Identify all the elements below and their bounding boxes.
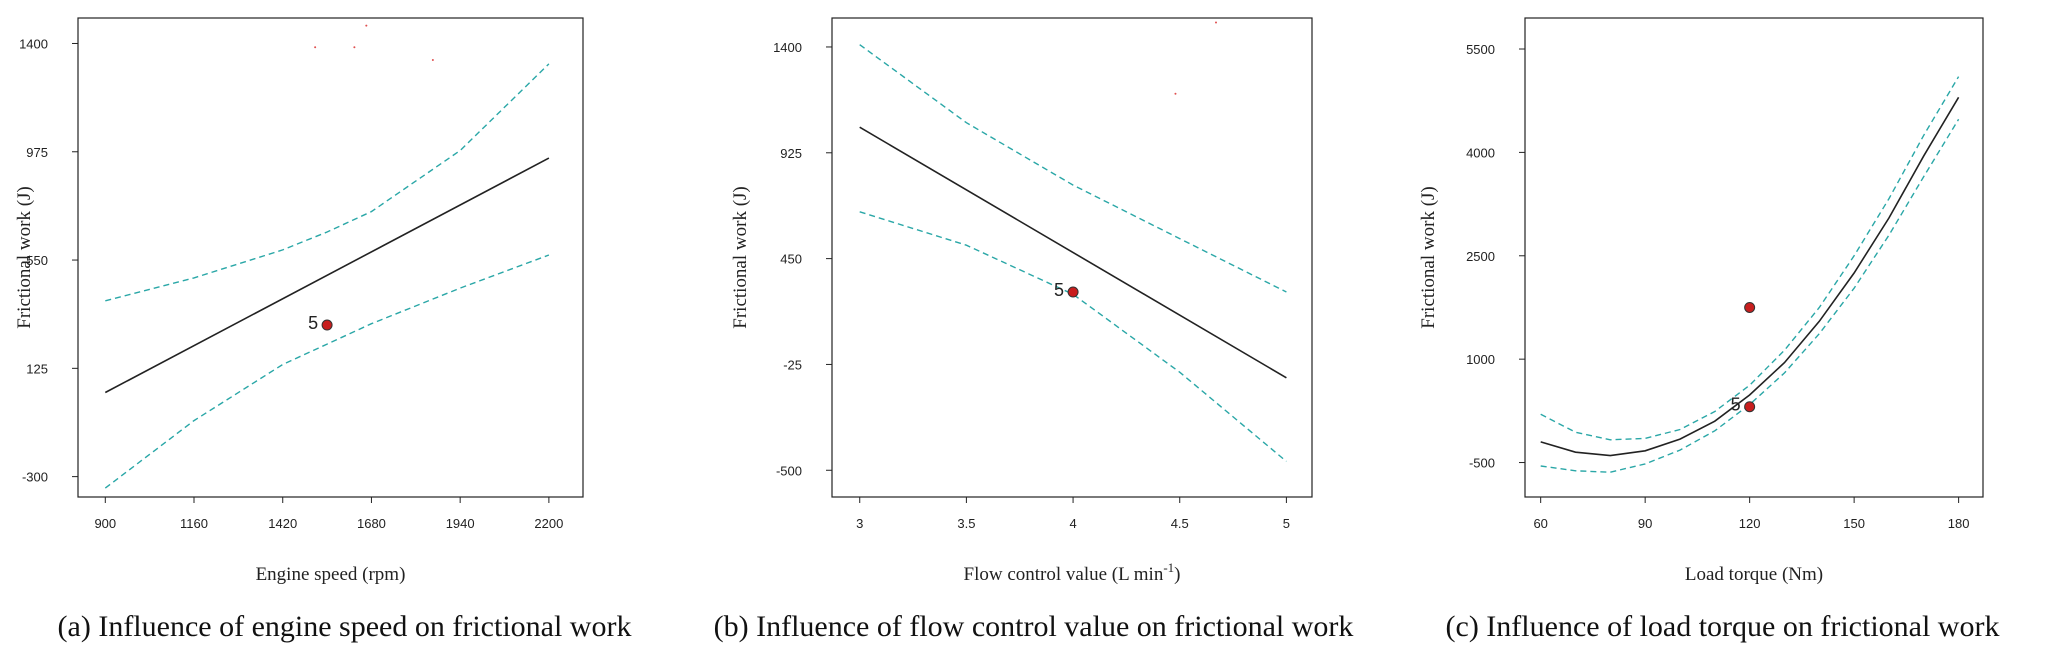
y-tick-label: 125 [26, 361, 48, 376]
prediction-line [1540, 96, 1960, 457]
y-tick-label: 4000 [1466, 145, 1495, 160]
stray-speck [314, 46, 317, 49]
x-tick-label: 1420 [268, 516, 297, 531]
x-axis-label-end: ) [1174, 564, 1180, 585]
x-axis-label: Flow control value (L min-1) [964, 560, 1181, 585]
prediction-line [104, 157, 550, 394]
design-point [1067, 286, 1079, 298]
y-tick-label: 1400 [773, 40, 802, 55]
design-point [1744, 301, 1756, 313]
design-point [1744, 401, 1756, 413]
y-tick-label: 1000 [1466, 352, 1495, 367]
panel-a: 900 1160 1420 1680 1940 2200 -300 125 550 975 1400… [0, 0, 689, 668]
panel-b: 3 3.5 4 4.5 5 -500 -25 450 925 1400 Flow control v… [689, 0, 1378, 668]
x-tick-label: 1940 [446, 516, 475, 531]
stray-speck [365, 24, 368, 27]
x-tick-label: 4.5 [1171, 516, 1189, 531]
y-tick-label: 1400 [19, 36, 48, 51]
lower-ci-line [859, 211, 1287, 462]
x-tick-label: 180 [1948, 516, 1970, 531]
design-point-count-label: 5 [308, 313, 318, 333]
x-tick-label: 90 [1638, 516, 1652, 531]
x-tick-label: 3.5 [957, 516, 975, 531]
y-tick-label: -500 [1469, 456, 1495, 471]
y-tick-label: 450 [780, 252, 802, 267]
panel-c: 60 90 120 150 180 -500 1000 2500 4000 5500 Load to… [1378, 0, 2067, 668]
stray-speck [353, 46, 356, 49]
design-point-count-label: 5 [1054, 280, 1064, 300]
upper-ci-line [105, 63, 550, 302]
y-tick-label: 2500 [1466, 249, 1495, 264]
y-tick-label: -300 [22, 470, 48, 485]
caption-a: (a) Influence of engine speed on frictio… [57, 610, 632, 643]
design-point [321, 319, 333, 331]
upper-ci-line [1540, 76, 1960, 441]
lower-ci-line [1540, 118, 1960, 473]
y-axis-label: Frictional work (J) [730, 186, 751, 328]
chart-b: 3 3.5 4 4.5 5 -500 -25 450 925 1400 Flow control v… [730, 17, 1313, 585]
y-axis-label: Frictional work (J) [14, 186, 35, 328]
x-tick-label: 60 [1533, 516, 1547, 531]
y-tick-label: 5500 [1466, 42, 1495, 57]
lower-ci-line [104, 254, 550, 489]
plot-frame [77, 17, 584, 498]
chart-c: 60 90 120 150 180 -500 1000 2500 4000 5500 Load to… [1418, 17, 1984, 585]
y-tick-label: -25 [783, 357, 802, 372]
x-axis-label: Load torque (Nm) [1685, 564, 1823, 585]
x-tick-label: 5 [1283, 516, 1290, 531]
x-tick-label: 4 [1069, 516, 1076, 531]
y-tick-label: 975 [26, 145, 48, 160]
y-tick-label: 925 [780, 146, 802, 161]
stray-speck [1215, 21, 1217, 24]
design-point-count-label: 5 [1731, 395, 1741, 415]
x-tick-label: 1160 [180, 516, 208, 531]
upper-ci-line [859, 44, 1287, 293]
y-axis-label: Frictional work (J) [1418, 186, 1439, 328]
plot-frame [1524, 17, 1984, 498]
x-tick-label: 120 [1739, 516, 1761, 531]
y-tick-label: -500 [776, 463, 802, 478]
x-tick-label: 1680 [357, 516, 386, 531]
prediction-line [859, 126, 1287, 379]
x-tick-label: 900 [94, 516, 116, 531]
chart-a: 900 1160 1420 1680 1940 2200 -300 125 550 975 1400… [14, 17, 584, 585]
x-axis-label: Engine speed (rpm) [256, 564, 406, 585]
plot-frame [831, 17, 1313, 498]
x-tick-label: 2200 [534, 516, 563, 531]
stray-speck [431, 59, 434, 62]
caption-b: (b) Influence of flow control value on f… [713, 610, 1354, 643]
stray-speck [1174, 92, 1177, 95]
x-tick-label: 3 [856, 516, 863, 531]
x-tick-label: 150 [1843, 516, 1865, 531]
caption-c: (c) Influence of load torque on friction… [1445, 610, 2000, 643]
x-axis-label-superscript: -1 [1163, 560, 1174, 575]
y-tick-label: 550 [26, 253, 48, 268]
